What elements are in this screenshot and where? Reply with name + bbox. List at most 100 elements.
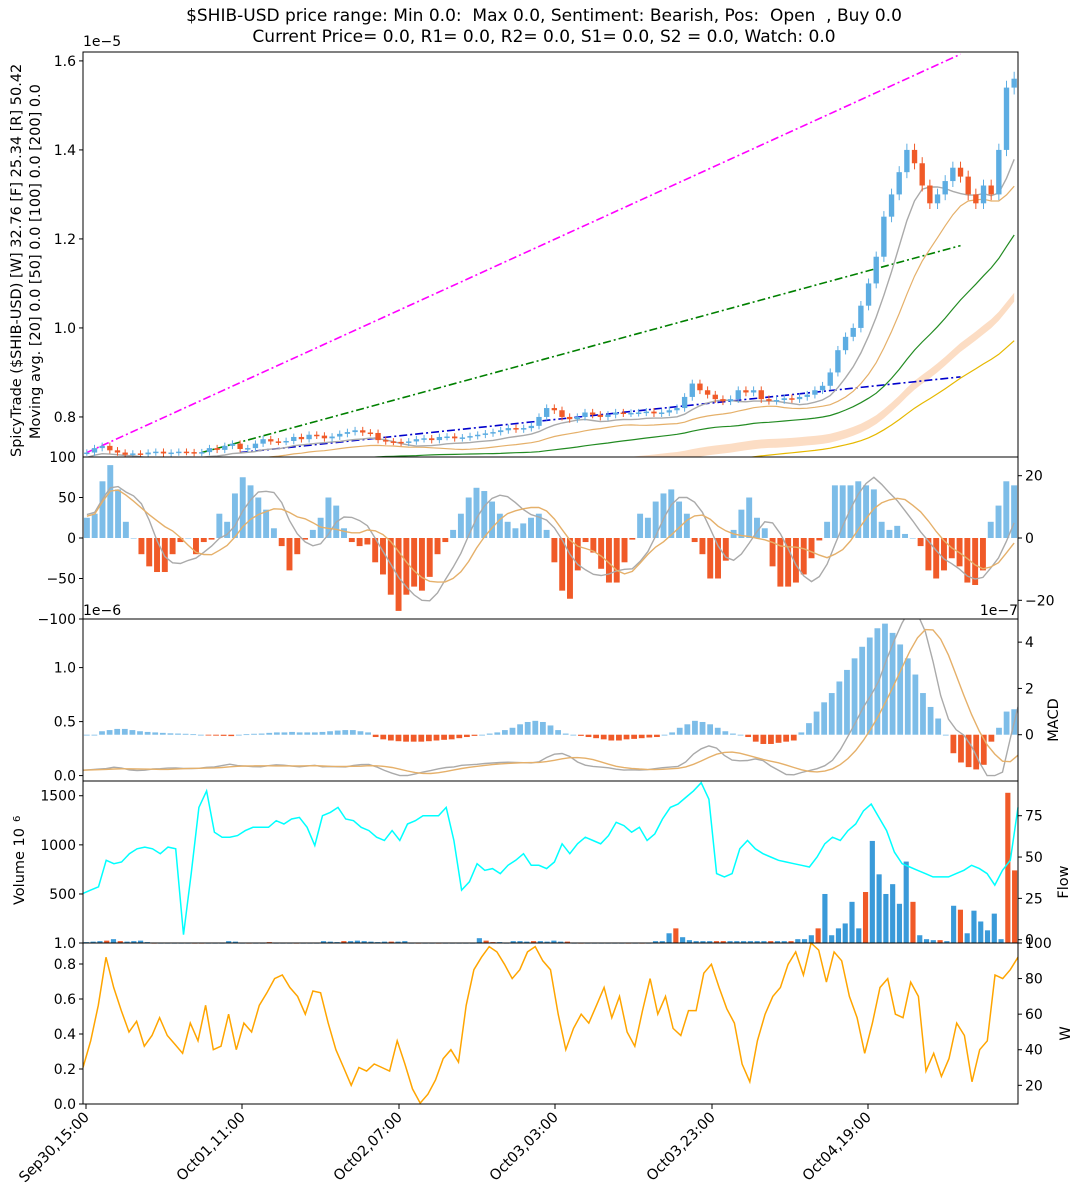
candle-body bbox=[766, 399, 772, 401]
macd-bar bbox=[699, 721, 706, 735]
volume-bar bbox=[707, 941, 713, 943]
volume-bar bbox=[97, 941, 103, 943]
macd-bar bbox=[828, 693, 835, 735]
candle-body bbox=[153, 451, 159, 454]
osc-bar bbox=[933, 538, 940, 579]
macd-bar bbox=[737, 734, 744, 736]
candle-body bbox=[268, 439, 274, 442]
osc-bar bbox=[831, 485, 838, 538]
candle-body bbox=[973, 194, 979, 204]
candle-body bbox=[712, 394, 718, 400]
macd-ytick-label-right: 0 bbox=[1025, 728, 1034, 744]
macd-bar bbox=[547, 725, 554, 735]
volume-bar bbox=[822, 893, 828, 943]
candle-body bbox=[505, 428, 512, 431]
candle bbox=[528, 422, 535, 432]
volume-bar bbox=[659, 941, 665, 943]
candle-body bbox=[942, 181, 948, 195]
candle bbox=[245, 444, 251, 453]
candle bbox=[360, 426, 366, 436]
candle-body bbox=[206, 448, 213, 453]
macd-bar bbox=[410, 734, 417, 742]
macd-bar bbox=[418, 734, 425, 742]
candle-body bbox=[360, 430, 366, 433]
volume-bar bbox=[761, 941, 767, 943]
osc-bar bbox=[270, 528, 277, 538]
candle-body bbox=[543, 408, 550, 417]
candle bbox=[344, 428, 351, 438]
candle bbox=[965, 170, 971, 201]
volume-bar bbox=[652, 941, 659, 943]
volume-bar bbox=[842, 923, 848, 943]
macd-bar bbox=[980, 734, 987, 765]
macd-bar bbox=[205, 734, 212, 736]
macd-bar bbox=[623, 734, 630, 740]
macd-bar bbox=[273, 732, 280, 735]
candle-body bbox=[160, 451, 167, 454]
candle-body bbox=[122, 452, 128, 455]
candle-body bbox=[605, 414, 611, 417]
macd-bar bbox=[555, 730, 561, 735]
macd-bar bbox=[509, 727, 516, 735]
volume-bar bbox=[747, 941, 753, 943]
candle bbox=[536, 413, 542, 430]
macd-bar bbox=[920, 693, 926, 735]
candle-body bbox=[513, 428, 519, 430]
osc-bar bbox=[637, 513, 644, 538]
osc-bar bbox=[278, 538, 285, 547]
candle bbox=[559, 406, 565, 421]
macd-bar bbox=[965, 734, 972, 768]
volume-bar bbox=[551, 940, 557, 943]
osc-bar bbox=[644, 517, 651, 538]
candle-body bbox=[383, 440, 389, 442]
osc-bar bbox=[239, 477, 246, 538]
candle bbox=[612, 408, 619, 419]
macd-bar bbox=[897, 644, 904, 735]
osc-bar bbox=[107, 465, 114, 538]
candle bbox=[406, 438, 412, 447]
osc-bar bbox=[800, 538, 807, 575]
volume-bar bbox=[849, 901, 855, 943]
macd-bar bbox=[813, 711, 820, 735]
macd-bar bbox=[365, 732, 371, 735]
candle-body bbox=[957, 167, 964, 177]
candle bbox=[229, 440, 236, 450]
w-ytick-label-right: 40 bbox=[1025, 1043, 1043, 1059]
volume-bar bbox=[856, 928, 862, 943]
macd-bar bbox=[654, 734, 660, 738]
candle-body bbox=[191, 452, 197, 454]
macd-bar bbox=[471, 734, 478, 736]
osc-bar bbox=[309, 529, 316, 538]
macd-bar bbox=[289, 731, 295, 735]
candle bbox=[858, 301, 864, 333]
macd-bar bbox=[540, 721, 546, 735]
x-tick-label: Oct01,11:00 bbox=[174, 1110, 249, 1185]
volume-bar bbox=[951, 905, 957, 943]
osc-bar bbox=[130, 538, 137, 539]
candle bbox=[283, 437, 289, 446]
candle-body bbox=[651, 411, 657, 414]
macd-bar bbox=[403, 734, 409, 742]
candle-body bbox=[674, 408, 680, 411]
candle-body bbox=[850, 327, 856, 337]
candle-body bbox=[1003, 87, 1010, 150]
volume-bar bbox=[348, 941, 354, 943]
candle-body bbox=[589, 412, 596, 415]
candle bbox=[697, 379, 703, 395]
w-ytick-label-right: 60 bbox=[1025, 1007, 1043, 1023]
volume-bar bbox=[978, 921, 984, 943]
macd-bar bbox=[958, 734, 964, 763]
osc-bar bbox=[247, 485, 254, 538]
macd-bar bbox=[502, 730, 508, 735]
macd-bar bbox=[950, 734, 957, 754]
candle-body bbox=[321, 435, 328, 439]
macd-bar bbox=[213, 734, 219, 736]
candle bbox=[620, 408, 626, 417]
w-ytick-label-left: 0.4 bbox=[54, 1027, 76, 1043]
volume-bar bbox=[896, 903, 903, 943]
osc-bar bbox=[808, 538, 815, 559]
macd-bar bbox=[433, 734, 440, 741]
candle bbox=[237, 440, 243, 453]
volume-bar bbox=[984, 930, 991, 943]
osc-bar bbox=[761, 528, 768, 538]
